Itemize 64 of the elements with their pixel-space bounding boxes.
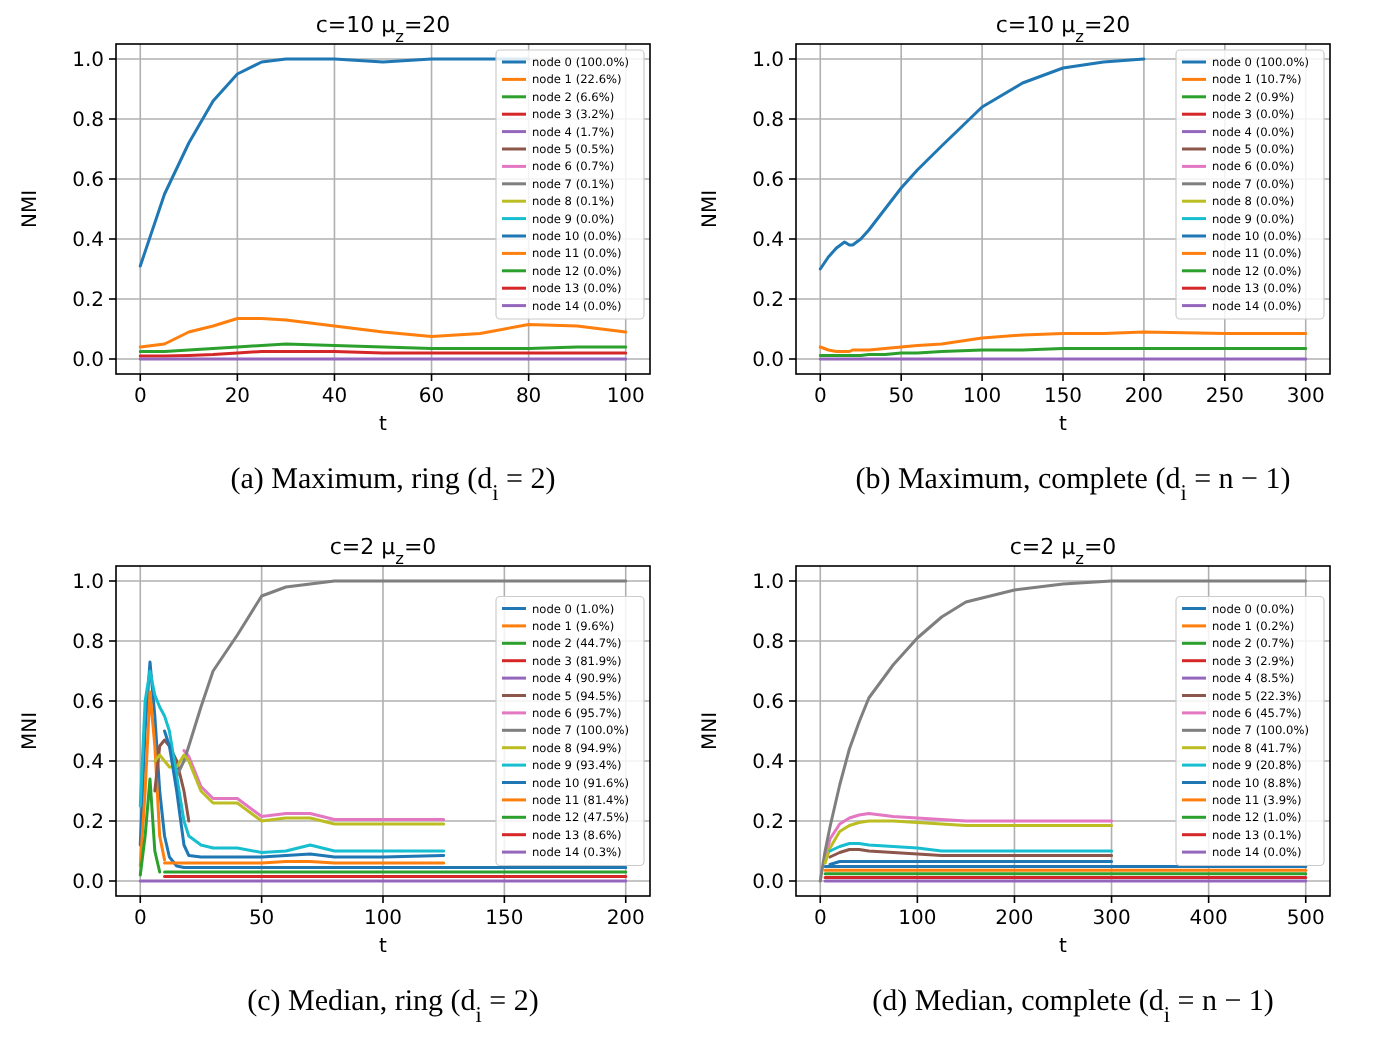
y-tick-label: 0.0 bbox=[752, 350, 784, 372]
x-tick-label: 150 bbox=[1043, 386, 1083, 408]
x-tick-label: 200 bbox=[1124, 386, 1163, 408]
x-tick-label: 0 bbox=[813, 386, 827, 408]
y-axis-title: NMI bbox=[20, 189, 42, 229]
x-tick-label: 150 bbox=[485, 908, 524, 930]
text: (b) Maximum, complete (d$_{i}$ = n − 1) bbox=[855, 464, 1291, 506]
x-tick-label: 50 bbox=[248, 908, 275, 930]
x-tick-label: 60 bbox=[418, 386, 445, 408]
y-tick-label: 0.0 bbox=[72, 350, 104, 372]
x-axis-title: t bbox=[379, 936, 388, 958]
text: (d) Median, complete (d$_{i}$ = n − 1) bbox=[872, 986, 1274, 1028]
x-tick-label: 200 bbox=[995, 908, 1034, 930]
x-tick-label: 100 bbox=[606, 386, 645, 408]
y-tick-label: 0.2 bbox=[72, 290, 104, 312]
y-tick-label: 0.8 bbox=[72, 110, 104, 132]
x-tick-label: 0 bbox=[813, 908, 827, 930]
chart-title: c=2 μ$_{z}$=0 bbox=[329, 534, 437, 568]
x-tick-label: 100 bbox=[363, 908, 403, 930]
x-tick-label: 80 bbox=[515, 386, 542, 408]
y-tick-label: 0.6 bbox=[72, 170, 104, 192]
y-axis-title: MNI bbox=[20, 711, 42, 751]
y-tick-label: 0.2 bbox=[752, 812, 784, 834]
y-tick-label: 0.4 bbox=[752, 752, 784, 774]
x-tick-label: 250 bbox=[1205, 386, 1244, 408]
y-tick-label: 1.0 bbox=[752, 572, 784, 594]
y-axis-title: NMI bbox=[700, 189, 722, 229]
x-tick-label: 400 bbox=[1189, 908, 1228, 930]
y-tick-label: 0.8 bbox=[752, 110, 784, 132]
x-tick-label: 50 bbox=[888, 386, 914, 408]
y-tick-label: 0.0 bbox=[72, 872, 104, 894]
x-tick-label: 0 bbox=[133, 386, 147, 408]
x-tick-label: 20 bbox=[224, 386, 251, 408]
x-tick-label: 500 bbox=[1286, 908, 1325, 930]
y-tick-label: 0.2 bbox=[752, 290, 784, 312]
y-tick-label: 0.4 bbox=[72, 752, 104, 774]
chart-title: c=10 μ$_{z}$=20 bbox=[315, 12, 451, 46]
x-axis-title: t bbox=[1059, 414, 1068, 436]
x-tick-label: 200 bbox=[606, 908, 645, 930]
y-tick-label: 1.0 bbox=[72, 50, 104, 72]
x-tick-label: 300 bbox=[1092, 908, 1131, 930]
x-tick-label: 0 bbox=[133, 908, 147, 930]
y-tick-label: 0.4 bbox=[72, 230, 104, 252]
y-tick-label: 0.0 bbox=[752, 872, 784, 894]
y-tick-label: 0.8 bbox=[752, 632, 784, 654]
y-tick-label: 0.8 bbox=[72, 632, 104, 654]
y-tick-label: 1.0 bbox=[72, 572, 104, 594]
y-tick-label: 0.6 bbox=[72, 692, 104, 714]
x-tick-label: 100 bbox=[963, 386, 1002, 408]
y-tick-label: 1.0 bbox=[752, 50, 784, 72]
x-tick-label: 40 bbox=[321, 386, 348, 408]
y-tick-label: 0.2 bbox=[72, 812, 104, 834]
x-axis-title: t bbox=[379, 414, 388, 436]
text: (a) Maximum, ring (d$_{i}$ = 2) bbox=[230, 464, 556, 506]
y-tick-label: 0.6 bbox=[752, 170, 784, 192]
chart-title: c=10 μ$_{z}$=20 bbox=[995, 12, 1131, 46]
x-tick-label: 100 bbox=[898, 908, 937, 930]
chart-title: c=2 μ$_{z}$=0 bbox=[1009, 534, 1117, 568]
x-axis-title: t bbox=[1059, 936, 1068, 958]
text: (c) Median, ring (d$_{i}$ = 2) bbox=[247, 986, 539, 1028]
y-tick-label: 0.6 bbox=[752, 692, 784, 714]
y-axis-title: MNI bbox=[700, 711, 722, 751]
y-tick-label: 0.4 bbox=[752, 230, 784, 252]
x-tick-label: 300 bbox=[1286, 386, 1325, 408]
